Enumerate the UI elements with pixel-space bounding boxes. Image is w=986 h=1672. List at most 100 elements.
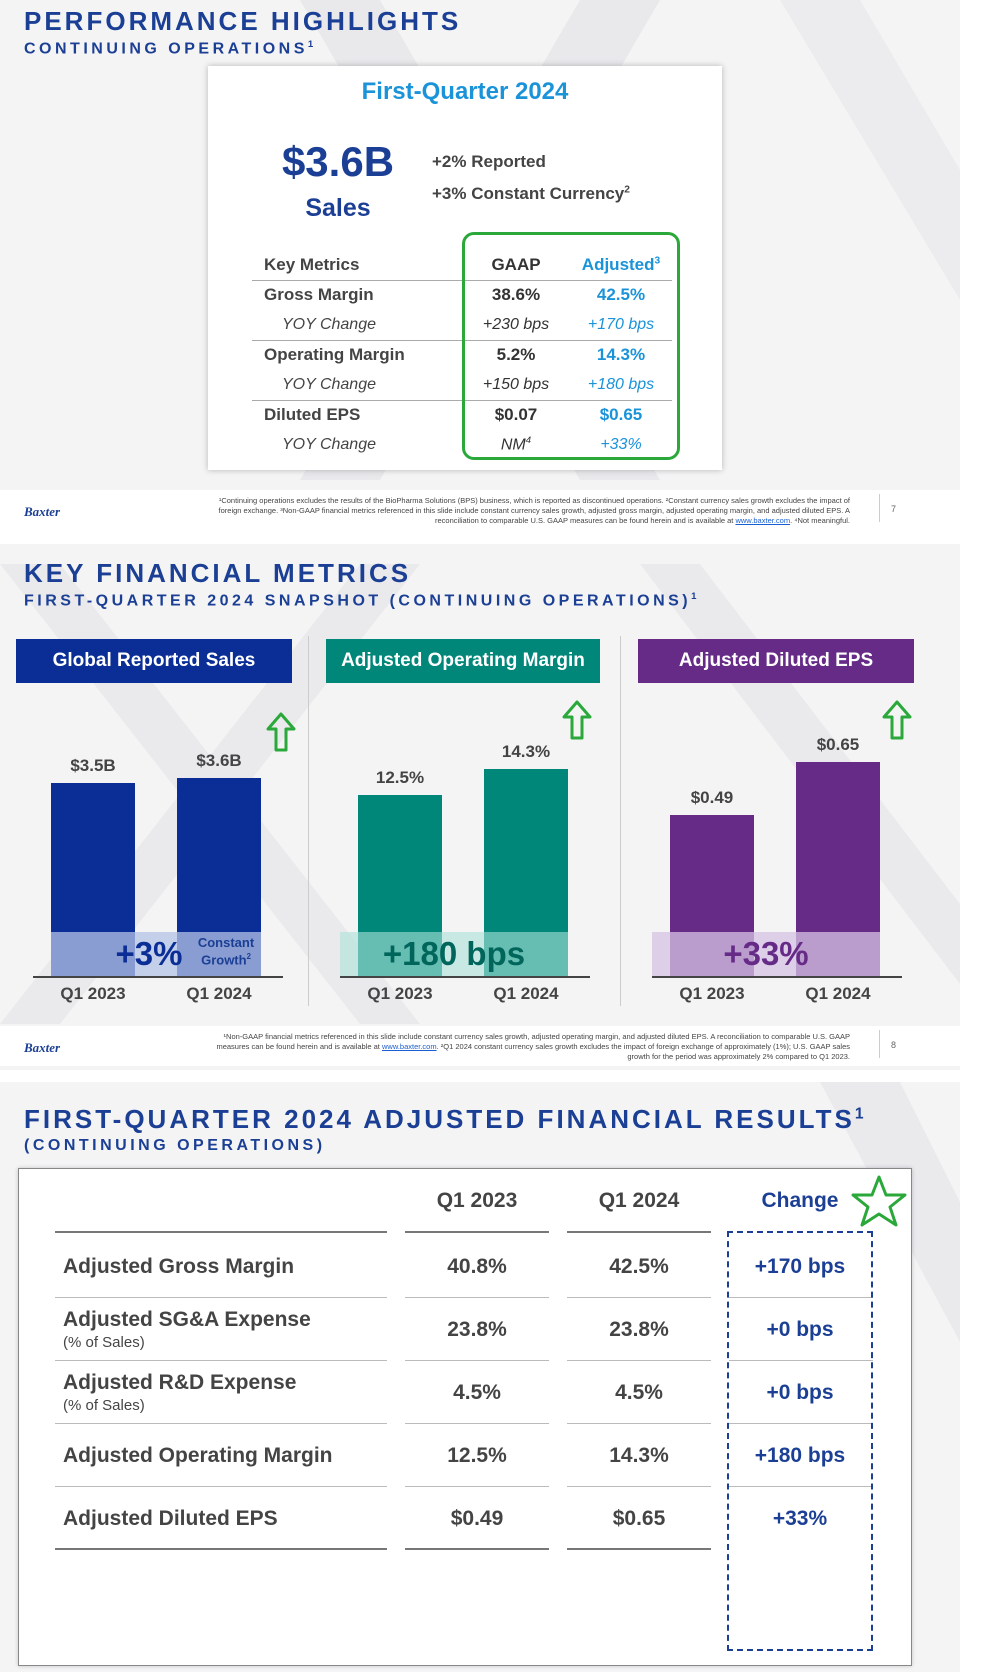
row-rule [567, 1423, 711, 1424]
bar-value-label: $3.5B [70, 756, 116, 775]
change-value-eps: +33% [723, 935, 809, 972]
change-value-sales: +3% [115, 935, 183, 972]
slide-subtitle: (CONTINUING OPERATIONS) [24, 1137, 326, 1154]
row-label: Operating Margin [264, 345, 405, 365]
row-label: Adjusted R&D Expense [63, 1371, 297, 1394]
row-sublabel: (% of Sales) [63, 1334, 145, 1351]
change-band [51, 932, 261, 976]
adjusted-value: $0.65 [599, 405, 643, 425]
page-number: 8 [890, 1040, 896, 1050]
row-label: Diluted EPS [264, 405, 361, 425]
table-row: Adjusted Gross Margin 40.8% 42.5% +170 b… [19, 1235, 911, 1298]
header-adjusted: Adjusted3 [570, 250, 672, 281]
footnote: ¹Non-GAAP financial metrics referenced i… [216, 1032, 850, 1061]
change-value: +180 bps [754, 1444, 846, 1467]
row-label: YOY Change [252, 370, 462, 401]
gaap-value: $0.07 [494, 405, 538, 425]
header-rule [405, 1231, 549, 1233]
x-tick-label: Q1 2023 [679, 984, 745, 1003]
row-rule [729, 1423, 873, 1424]
x-tick-label: Q1 2024 [493, 984, 559, 1003]
slide-title: KEY FINANCIAL METRICS [24, 558, 412, 588]
row-rule [55, 1360, 387, 1361]
row-rule [55, 1423, 387, 1424]
highlight-green-box [462, 232, 680, 460]
slide-adjusted-financial-results: FIRST-QUARTER 2024 ADJUSTED FINANCIAL RE… [0, 1082, 960, 1672]
panel-header-eps: Adjusted Diluted EPS [638, 639, 914, 683]
gaap-value: 5.2% [496, 345, 536, 365]
bar-value-label: $3.6B [196, 751, 242, 770]
row-label: YOY Change [252, 310, 462, 341]
bar-value-label: $0.65 [816, 735, 860, 754]
table-header-row: Key Metrics GAAP Adjusted3 [252, 250, 672, 281]
adjusted-value: 42.5% [596, 285, 646, 305]
change-value: +0 bps [766, 1318, 834, 1341]
gaap-value: +150 bps [462, 370, 570, 401]
change-band [652, 932, 880, 976]
row-label: Adjusted Operating Margin [63, 1444, 333, 1467]
q1-2023-value: $0.49 [450, 1507, 504, 1530]
slide-subtitle: CONTINUING OPERATIONS1 [24, 39, 317, 58]
sales-label: Sales [305, 194, 371, 222]
x-axis-line [652, 976, 902, 978]
table-row: YOY Change +150 bps +180 bps [252, 370, 672, 401]
gaap-value: +230 bps [462, 310, 570, 341]
row-rule [405, 1297, 549, 1298]
change-value: +33% [772, 1507, 828, 1530]
row-rule [567, 1360, 711, 1361]
q1-2023-value: 23.8% [447, 1318, 507, 1341]
footnote-link[interactable]: www.baxter.com [381, 1042, 437, 1051]
change-band [340, 932, 568, 976]
row-rule [405, 1548, 549, 1550]
page-number: 7 [890, 504, 896, 514]
x-axis-line [340, 976, 590, 978]
slide-title-block: KEY FINANCIAL METRICS FIRST-QUARTER 2024… [24, 558, 700, 610]
header-key-metrics: Key Metrics [252, 250, 462, 281]
star-icon [851, 1175, 907, 1227]
row-label: Adjusted SG&A Expense [63, 1308, 311, 1331]
constant-growth-note: Constant Growth2 [197, 935, 255, 968]
gaap-value: NM4 [500, 435, 532, 454]
reported-growth: +2% Reported [432, 152, 546, 171]
first-quarter-card: First-Quarter 2024 $3.6B Sales +2% Repor… [208, 66, 722, 470]
table-row: Adjusted Diluted EPS $0.49 $0.65 +33% [19, 1487, 911, 1550]
footnote-link[interactable]: www.baxter.com [735, 516, 791, 525]
row-rule [567, 1486, 711, 1487]
x-tick-label: Q1 2023 [367, 984, 433, 1003]
row-rule [405, 1423, 549, 1424]
q1-2024-value: 23.8% [609, 1318, 669, 1341]
row-rule [567, 1297, 711, 1298]
slide-title: FIRST-QUARTER 2024 ADJUSTED FINANCIAL RE… [24, 1104, 867, 1134]
q1-2023-value: 12.5% [447, 1444, 507, 1467]
up-arrow-icon [266, 712, 296, 752]
panel-header-sales: Global Reported Sales [16, 639, 292, 683]
slide-performance-highlights: PERFORMANCE HIGHLIGHTS CONTINUING OPERAT… [0, 0, 960, 530]
row-rule [405, 1360, 549, 1361]
q1-2023-value: 40.8% [447, 1255, 507, 1278]
slide-footer: Baxter ¹Non-GAAP financial metrics refer… [0, 1026, 960, 1066]
table-row: YOY Change +230 bps +170 bps [252, 310, 672, 341]
row-label: YOY Change [282, 436, 376, 453]
bar-value-label: $0.49 [690, 788, 734, 807]
up-arrow-icon [562, 700, 592, 740]
gaap-value: 38.6% [491, 285, 541, 305]
sales-value: $3.6B [281, 138, 395, 185]
row-label: Adjusted Gross Margin [63, 1255, 295, 1278]
change-value-operating-margin: +180 bps [382, 935, 526, 972]
key-metrics-table: Key Metrics GAAP Adjusted3 Gross Margin … [252, 250, 672, 460]
row-rule [55, 1486, 387, 1487]
change-value: +170 bps [754, 1255, 846, 1278]
card-title: First-Quarter 2024 [361, 78, 569, 105]
q1-2024-value: 14.3% [609, 1444, 669, 1467]
table-row: Adjusted SG&A Expense (% of Sales) 23.8%… [19, 1298, 911, 1361]
panel-divider [620, 636, 621, 1006]
q1-2023-value: 4.5% [453, 1381, 501, 1404]
q1-2024-value: 4.5% [615, 1381, 663, 1404]
adjusted-value: +180 bps [570, 370, 672, 401]
slide-footer: Baxter ¹Continuing operations excludes t… [0, 490, 960, 530]
row-rule [405, 1486, 549, 1487]
bar-value-label: 14.3% [501, 742, 551, 761]
footnote: ¹Continuing operations excludes the resu… [218, 496, 850, 525]
footer-divider [879, 1030, 880, 1058]
row-rule [729, 1360, 873, 1361]
